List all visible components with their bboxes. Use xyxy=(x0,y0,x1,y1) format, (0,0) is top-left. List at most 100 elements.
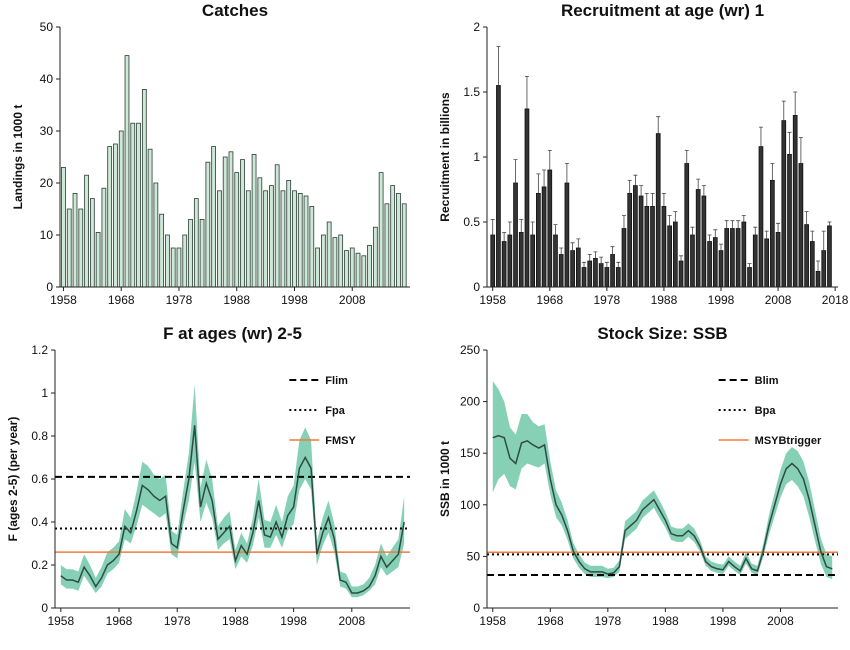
panel: F at ages (wr) 2-5 F (ages 2-5) (per year… xyxy=(6,324,410,628)
panel-title: Catches xyxy=(202,1,268,20)
bar xyxy=(141,89,147,288)
bar xyxy=(176,247,182,288)
y-tick-label: 200 xyxy=(460,395,480,409)
bar xyxy=(188,218,193,288)
error-bar xyxy=(502,232,507,242)
error-bar xyxy=(582,261,587,268)
y-tick-label: 50 xyxy=(40,20,54,34)
bar xyxy=(513,182,518,288)
bar xyxy=(581,267,587,288)
bar xyxy=(274,164,280,288)
bar xyxy=(292,190,297,288)
bar xyxy=(650,205,655,288)
error-bar xyxy=(730,220,735,229)
y-tick-label: 10 xyxy=(40,228,54,242)
bar xyxy=(684,163,690,288)
error-bar xyxy=(679,255,684,261)
error-bar xyxy=(496,46,501,86)
bar xyxy=(182,234,188,288)
panel-title: Recruitment at age (wr) 1 xyxy=(561,1,764,20)
y-axis-label: F (ages 2-5) (per year) xyxy=(6,417,20,542)
error-bar xyxy=(798,137,803,164)
error-bar xyxy=(827,221,832,226)
error-bar xyxy=(713,229,718,238)
y-tick-label: 1.5 xyxy=(463,85,480,99)
confidence-band xyxy=(60,384,405,598)
x-tick-label: 1958 xyxy=(479,293,506,307)
y-tick-label: 0.2 xyxy=(31,558,48,572)
bar xyxy=(758,146,764,288)
bar xyxy=(355,252,361,288)
bar xyxy=(124,55,130,288)
y-tick-label: 50 xyxy=(467,549,481,563)
y-tick-label: 1 xyxy=(473,150,480,164)
bar xyxy=(66,208,72,288)
bar xyxy=(303,195,309,288)
error-bar xyxy=(793,91,798,116)
error-bar xyxy=(524,76,529,109)
x-tick-label: 1968 xyxy=(106,614,133,628)
x-tick-label: 2008 xyxy=(767,614,794,628)
error-bar xyxy=(564,163,569,183)
legend-label: FMSY xyxy=(325,435,356,447)
panel: Catches Landings in 1000 t 0 10 20 30 40 50 1958… xyxy=(11,1,410,307)
line xyxy=(492,434,833,575)
bar xyxy=(240,159,245,288)
y-tick-label: 20 xyxy=(40,176,54,190)
error-bar xyxy=(627,180,632,194)
bar xyxy=(792,115,798,288)
bar xyxy=(644,205,650,288)
bar xyxy=(730,228,735,288)
error-bar xyxy=(764,230,769,239)
bar xyxy=(615,267,621,288)
x-tick-label: 2008 xyxy=(765,293,792,307)
bar xyxy=(821,250,827,288)
x-tick-label: 1968 xyxy=(108,293,135,307)
error-bar xyxy=(570,242,575,251)
bar xyxy=(89,198,95,288)
bar xyxy=(707,241,712,288)
error-bar xyxy=(684,150,689,164)
bar xyxy=(661,205,667,288)
y-tick-label: 30 xyxy=(40,124,54,138)
bar xyxy=(159,213,165,288)
error-bar xyxy=(701,185,706,196)
error-bar xyxy=(513,159,518,183)
y-tick-label: 150 xyxy=(460,446,480,460)
x-tick-label: 1988 xyxy=(651,293,678,307)
bar xyxy=(530,234,535,288)
bar xyxy=(118,130,124,288)
bar xyxy=(136,122,141,288)
panel: Stock Size: SSB SSB in 1000 t Blim Bpa MSYBt… xyxy=(438,324,838,628)
y-tick-label: 0 xyxy=(473,601,480,615)
error-bar xyxy=(547,150,552,170)
bar xyxy=(809,241,815,288)
error-bar xyxy=(821,230,826,251)
error-bar xyxy=(810,230,815,242)
y-tick-label: 0.8 xyxy=(31,429,48,443)
bar xyxy=(655,133,661,288)
x-tick-label: 1998 xyxy=(710,614,737,628)
error-bar xyxy=(770,163,775,181)
bar xyxy=(621,228,627,288)
y-axis-label: SSB in 1000 t xyxy=(438,441,452,517)
x-tick-label: 1968 xyxy=(536,293,563,307)
bar xyxy=(257,177,263,288)
x-tick-label: 1988 xyxy=(223,293,250,307)
bar xyxy=(804,224,809,288)
legend-label: Blim xyxy=(755,375,779,387)
bar xyxy=(775,231,781,288)
line xyxy=(60,425,405,594)
bar xyxy=(401,203,407,288)
x-tick-label: 1978 xyxy=(164,614,191,628)
x-tick-label: 1958 xyxy=(50,293,77,307)
bar xyxy=(764,238,769,288)
bar xyxy=(297,192,303,288)
y-tick-label: 0 xyxy=(46,280,53,294)
error-bar xyxy=(758,126,763,147)
bar xyxy=(153,182,159,288)
bar xyxy=(95,231,101,288)
x-tick-label: 2008 xyxy=(339,293,366,307)
bar xyxy=(547,169,553,288)
